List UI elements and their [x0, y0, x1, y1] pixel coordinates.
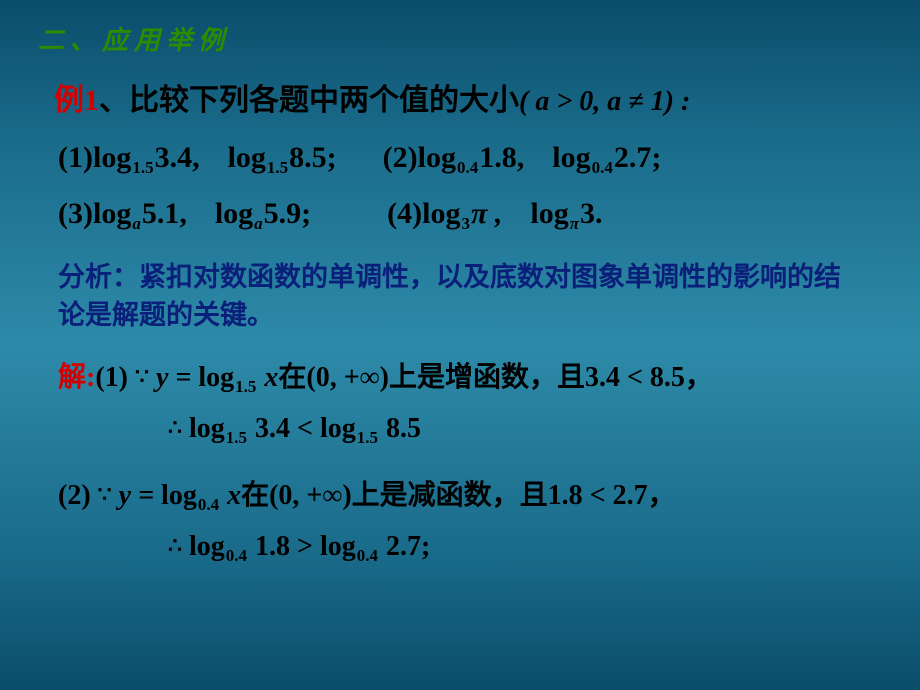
example-label: 例1 — [54, 84, 99, 117]
solution-1-conclusion: ∴ log1.5 3.4 < log1.5 8.5 — [168, 413, 882, 445]
p1-prefix: (1) — [58, 141, 93, 175]
log-text: log — [93, 197, 131, 231]
solution-2-conclusion: ∴ log0.4 1.8 > log0.4 2.7; — [168, 531, 882, 563]
analysis-block: 分析：紧扣对数函数的单调性，以及底数对图象单调性的影响的结论是解题的关键。 — [58, 259, 852, 335]
log-base: 1.5 — [235, 377, 256, 396]
solution-1-line: 解:(1) ∵ y = log1.5 x在(0, +∞)上是增函数，且3.4 <… — [58, 355, 882, 395]
s2-num: (2) — [58, 480, 91, 511]
log-text: log — [228, 141, 266, 175]
example-condition: ( a > 0, a ≠ 1) : — [519, 86, 690, 117]
log-arg: 8.5 — [379, 413, 421, 444]
s2-domain: 在(0, +∞)上是减函数，且1.8 < 2.7， — [241, 480, 676, 511]
analysis-prefix: 分析： — [58, 262, 139, 292]
s1-num: (1) — [95, 362, 128, 393]
log-text: log — [320, 413, 356, 444]
s2-x: x — [220, 480, 241, 511]
because-sym: ∵ — [98, 482, 112, 507]
example-text: 比较下列各题中两个值的大小 — [129, 84, 519, 117]
p2-prefix: (2) — [383, 141, 418, 175]
log-arg: 2.7; — [379, 531, 430, 562]
log-arg: 1.8, — [479, 141, 524, 175]
log-arg: 2.7; — [614, 141, 662, 175]
because-sym: ∵ — [135, 364, 149, 389]
log-arg: 3.4, — [155, 141, 200, 175]
log-base: 0.4 — [226, 546, 247, 565]
example-sep: 、 — [99, 84, 129, 117]
s1-domain: 在(0, +∞)上是增函数，且3.4 < 8.5， — [278, 362, 713, 393]
s2-y: y = — [119, 480, 161, 511]
log-text: log — [93, 141, 131, 175]
solution-2-line: (2) ∵ y = log0.4 x在(0, +∞)上是减函数，且1.8 < 2… — [58, 473, 882, 513]
log-arg: 5.9; — [264, 197, 312, 231]
log-base: a — [132, 214, 141, 234]
log-arg: 8.5; — [289, 141, 337, 175]
s1-y: y = — [156, 362, 198, 393]
problem-2: (2) log0.4 1.8, log0.4 2.7; — [383, 141, 662, 175]
analysis-text: 紧扣对数函数的单调性，以及底数对图象单调性的影响的结论是解题的关键。 — [58, 262, 841, 330]
problem-3: (3) loga 5.1, loga 5.9; — [58, 197, 311, 231]
log-text: log — [198, 362, 234, 393]
log-text: log — [552, 141, 590, 175]
log-base: 0.4 — [457, 158, 478, 178]
problem-4: (4) log3 π , logπ 3. — [387, 197, 602, 231]
p3-prefix: (3) — [58, 197, 93, 231]
log-text: log — [189, 531, 225, 562]
log-text: log — [418, 141, 456, 175]
log-arg-cmp: 3.4 < — [248, 413, 320, 444]
log-base: a — [254, 214, 263, 234]
therefore-sym: ∴ — [168, 415, 182, 440]
log-base: 1.5 — [267, 158, 288, 178]
log-base: 0.4 — [592, 158, 613, 178]
log-text: log — [189, 413, 225, 444]
log-base: 1.5 — [357, 428, 378, 447]
log-text: log — [161, 480, 197, 511]
p4-prefix: (4) — [387, 197, 422, 231]
problem-1: (1) log1.5 3.4, log1.5 8.5; — [58, 141, 337, 175]
log-arg-cmp: 1.8 > — [248, 531, 320, 562]
therefore-sym: ∴ — [168, 533, 182, 558]
problem-row-2: (3) loga 5.1, loga 5.9; (4) log3 π , log… — [58, 197, 882, 231]
log-base: 0.4 — [357, 546, 378, 565]
example-title: 例1、比较下列各题中两个值的大小( a > 0, a ≠ 1) : — [54, 75, 882, 119]
log-arg: 5.1, — [142, 197, 187, 231]
log-text: log — [215, 197, 253, 231]
log-base: π — [570, 214, 579, 234]
log-base: 0.4 — [198, 495, 219, 514]
log-arg: π , — [471, 197, 502, 231]
log-text: log — [320, 531, 356, 562]
slide-content: 二、应用举例 例1、比较下列各题中两个值的大小( a > 0, a ≠ 1) :… — [0, 0, 920, 583]
log-base: 1.5 — [132, 158, 153, 178]
log-base: 1.5 — [226, 428, 247, 447]
log-base: 3 — [462, 214, 471, 234]
log-text: log — [422, 197, 460, 231]
solution-label: 解: — [58, 362, 95, 393]
log-text: log — [530, 197, 568, 231]
problem-row-1: (1) log1.5 3.4, log1.5 8.5; (2) log0.4 1… — [58, 141, 882, 175]
log-arg: 3. — [580, 197, 603, 231]
section-title: 二、应用举例 — [38, 20, 882, 57]
s1-x: x — [257, 362, 278, 393]
